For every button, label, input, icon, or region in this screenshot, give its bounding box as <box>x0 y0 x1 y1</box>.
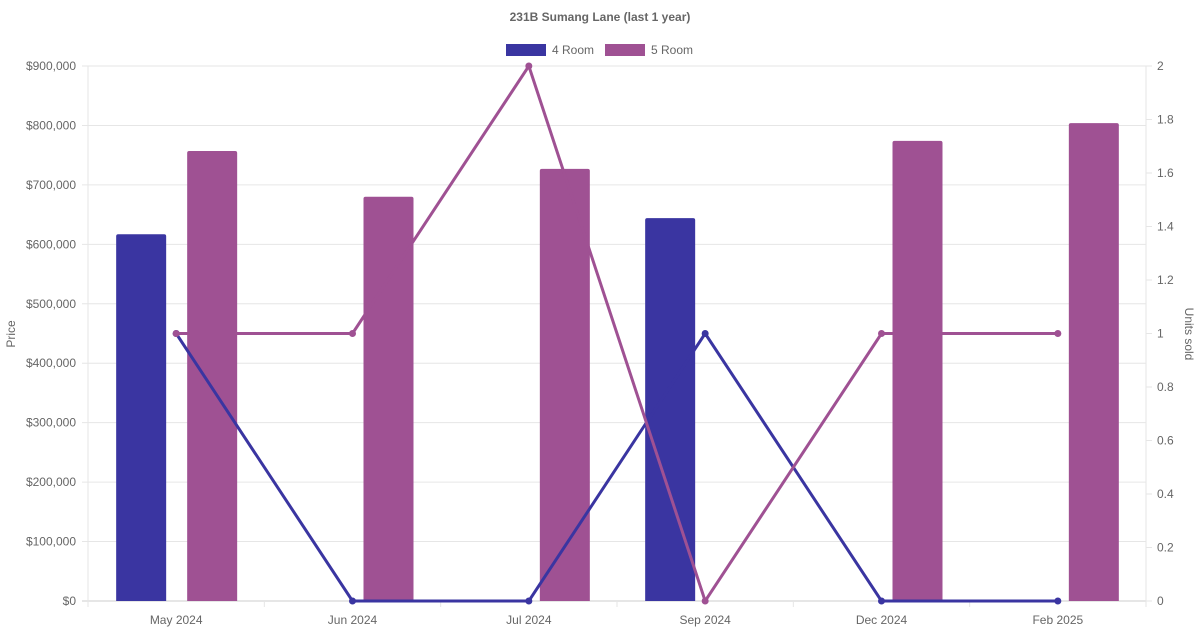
point <box>1054 597 1062 605</box>
y2-tick-label: 0.8 <box>1157 380 1174 394</box>
point <box>172 330 180 337</box>
x-tick-label: Jul 2024 <box>506 613 552 627</box>
line-4-room <box>174 330 1058 603</box>
point <box>701 597 709 605</box>
point <box>878 330 885 337</box>
y-tick-label: $100,000 <box>26 535 76 549</box>
bar-5-room <box>539 168 590 602</box>
y-tick-label: $300,000 <box>26 416 76 430</box>
y2-tick-label: 1.2 <box>1157 273 1174 287</box>
x-tick-label: Dec 2024 <box>856 613 908 627</box>
x-tick-label: Jun 2024 <box>328 613 378 627</box>
y-axis-label: Price <box>4 320 18 348</box>
chart-title: 231B Sumang Lane (last 1 year) <box>510 10 691 24</box>
point <box>525 62 533 70</box>
y-tick-label: $200,000 <box>26 475 76 489</box>
y2-tick-label: 1.6 <box>1157 166 1174 180</box>
y2-tick-label: 0.2 <box>1157 541 1174 555</box>
x-tick-label: May 2024 <box>150 613 203 627</box>
legend-label: 5 Room <box>651 43 693 57</box>
point <box>349 597 356 605</box>
y2-tick-label: 2 <box>1157 59 1164 73</box>
point <box>525 597 533 605</box>
point <box>349 330 356 337</box>
line-5-room <box>176 62 1058 605</box>
point <box>1054 330 1062 337</box>
lines <box>172 62 1062 605</box>
legend[interactable]: 4 Room 5 Room <box>506 43 693 57</box>
y2-tick-label: 1 <box>1157 327 1164 341</box>
point <box>701 330 709 337</box>
y-tick-label: $900,000 <box>26 59 76 73</box>
y-tick-label: $700,000 <box>26 178 76 192</box>
y-tick-label: $800,000 <box>26 118 76 132</box>
legend-swatch <box>605 44 645 56</box>
bar-5-room <box>1068 123 1119 602</box>
bar-5-room <box>363 196 414 601</box>
y2-axis-label: Units sold <box>1182 308 1196 361</box>
x-tick-label: Sep 2024 <box>679 613 731 627</box>
x-tick-label: Feb 2025 <box>1032 613 1083 627</box>
axes: $0 $100,000 $200,000 $300,000 $400,000 $500,0… <box>26 59 1174 627</box>
y-tick-label: $500,000 <box>26 297 76 311</box>
point <box>878 597 885 605</box>
legend-swatch <box>506 44 546 56</box>
y2-tick-label: 1.8 <box>1157 113 1174 127</box>
y2-tick-label: 0 <box>1157 594 1164 608</box>
bar-5-room <box>892 140 943 601</box>
y-tick-label: $0 <box>63 594 77 608</box>
bar-5-room <box>187 151 238 601</box>
y-tick-label: $600,000 <box>26 237 76 251</box>
y2-tick-label: 0.6 <box>1157 434 1174 448</box>
y2-tick-label: 1.4 <box>1157 220 1174 234</box>
y-tick-label: $400,000 <box>26 356 76 370</box>
bars <box>116 123 1119 602</box>
bar-4-room <box>116 234 167 601</box>
y2-tick-label: 0.4 <box>1157 487 1174 501</box>
bar-4-room <box>645 218 696 601</box>
legend-label: 4 Room <box>552 43 594 57</box>
gridlines <box>82 65 1147 607</box>
